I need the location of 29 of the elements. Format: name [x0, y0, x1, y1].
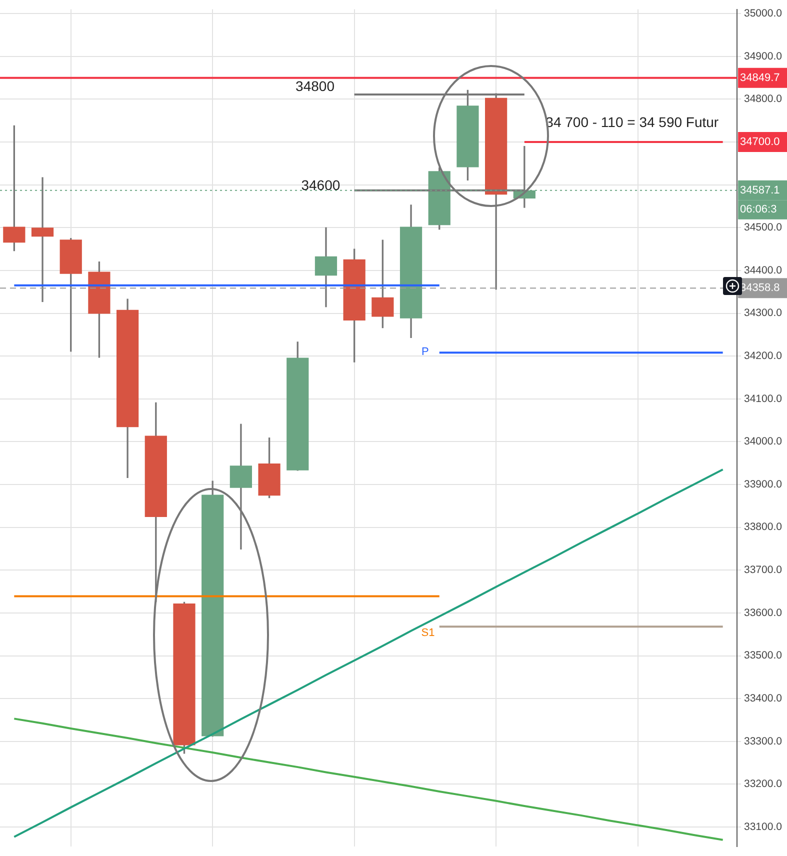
y-tick-label: 34900.0 [744, 50, 782, 62]
y-tick-label: 34100.0 [744, 392, 782, 405]
y-tick-label: 33900.0 [744, 478, 782, 490]
candlestick [31, 177, 54, 302]
y-tick-label: 34400.0 [744, 264, 782, 276]
y-tick-label: 33300.0 [744, 735, 782, 748]
y-tick-label: 34200.0 [744, 350, 782, 362]
y-tick-label: 33500.0 [744, 650, 782, 662]
ref-line-label: 34587.1 [740, 184, 780, 196]
annotation: 34600 [301, 176, 340, 193]
y-tick-label: 34300.0 [744, 307, 782, 320]
y-tick-label: 33600.0 [744, 606, 782, 619]
y-tick-label: 33700.0 [744, 564, 782, 576]
series-label: 34700.0 [740, 136, 780, 148]
text: 06:06:3 [740, 203, 777, 216]
candlestick [230, 424, 252, 550]
ref-line-label: 34849.7 [740, 72, 780, 84]
y-tick-label: 33200.0 [744, 778, 782, 790]
annotation: S1 [421, 627, 435, 640]
y-tick-label: 34800.0 [744, 93, 782, 106]
annotation: 34800 [296, 78, 335, 94]
y-tick-label: 33800.0 [744, 521, 782, 534]
y-tick-label: 35000.0 [744, 7, 782, 20]
annotation: P [422, 346, 429, 358]
y-tick-label: 34000.0 [744, 436, 782, 448]
y-tick-label: 33400.0 [744, 692, 782, 704]
y-tick-label: 34500.0 [744, 222, 782, 234]
y-tick-label: 33100.0 [744, 820, 782, 833]
ref-line-label: 34358.8 [740, 282, 780, 294]
